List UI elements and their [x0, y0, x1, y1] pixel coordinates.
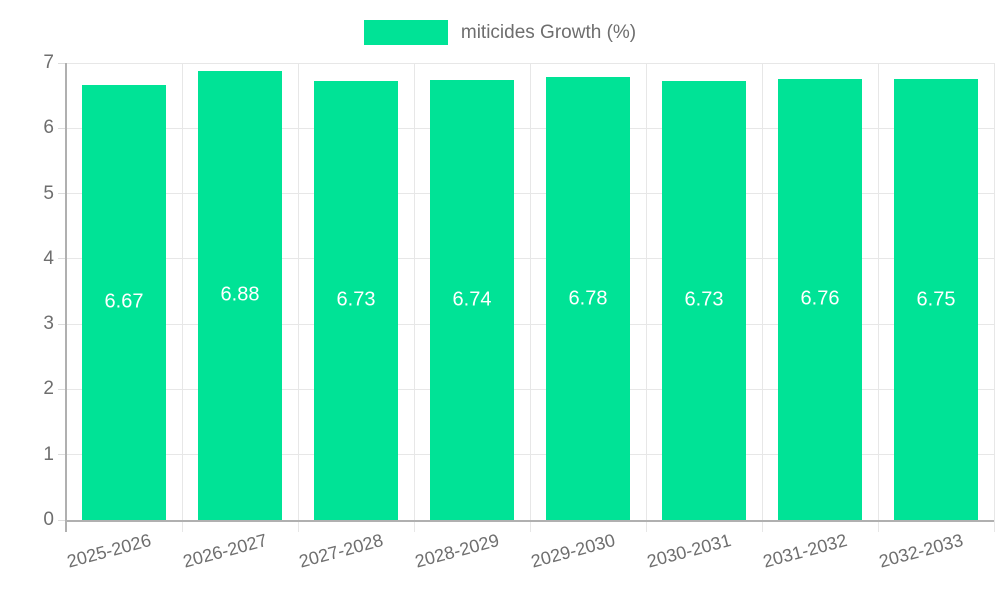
y-axis-label: 0 — [43, 509, 54, 530]
x-axis-line — [66, 520, 994, 522]
y-axis-tick — [58, 193, 66, 195]
y-axis-tick — [58, 323, 66, 325]
x-gridline — [993, 63, 995, 532]
x-axis-label: 2025-2026 — [64, 530, 154, 572]
y-axis-line — [65, 63, 67, 532]
y-axis-label: 1 — [43, 443, 54, 465]
x-gridline — [413, 63, 415, 532]
y-axis-label: 2 — [43, 378, 54, 400]
x-axis-label: 2028-2029 — [412, 530, 502, 572]
y-axis-tick — [58, 454, 66, 456]
legend-label: miticides Growth (%) — [460, 21, 637, 43]
y-axis-tick — [58, 258, 66, 260]
y-axis-label: 6 — [43, 117, 54, 139]
y-axis-tick — [58, 519, 66, 521]
y-axis-label: 3 — [43, 313, 54, 335]
x-axis-label: 2027-2028 — [296, 530, 386, 572]
bar-value-label: 6.67 — [104, 290, 144, 313]
legend[interactable]: miticides Growth (%) — [0, 19, 1000, 45]
x-axis-label: 2026-2027 — [180, 530, 270, 572]
bar-value-label: 6.76 — [800, 287, 840, 310]
y-axis-label: 4 — [43, 247, 54, 269]
bar[interactable] — [430, 79, 514, 520]
bar[interactable] — [778, 78, 862, 520]
legend-marker — [363, 19, 448, 45]
x-axis-label: 2029-2030 — [528, 530, 618, 572]
y-axis-label: 7 — [43, 52, 54, 73]
y-axis-tick — [58, 127, 66, 129]
bar-value-label: 6.73 — [336, 288, 376, 311]
bar[interactable] — [662, 80, 746, 520]
x-gridline — [645, 63, 647, 532]
x-gridline — [877, 63, 879, 532]
bar[interactable] — [82, 84, 166, 520]
bar-value-label: 6.73 — [684, 288, 724, 311]
bar[interactable] — [894, 79, 978, 520]
x-gridline — [529, 63, 531, 532]
bar-value-label: 6.88 — [220, 283, 260, 306]
bar[interactable] — [546, 77, 630, 520]
bar-value-label: 6.74 — [452, 288, 492, 311]
x-axis-label: 2032-2033 — [876, 530, 966, 572]
x-gridline — [761, 63, 763, 532]
x-axis-label: 2031-2032 — [760, 530, 850, 572]
y-axis-label: 5 — [43, 182, 54, 204]
bar-value-label: 6.75 — [916, 288, 956, 311]
x-axis-label: 2030-2031 — [644, 530, 734, 572]
bar[interactable] — [198, 70, 282, 520]
x-gridline — [297, 63, 299, 532]
x-gridline — [181, 63, 183, 532]
y-axis-tick — [58, 62, 66, 64]
bar-value-label: 6.78 — [568, 287, 608, 310]
bar[interactable] — [314, 80, 398, 520]
y-axis-tick — [58, 388, 66, 390]
